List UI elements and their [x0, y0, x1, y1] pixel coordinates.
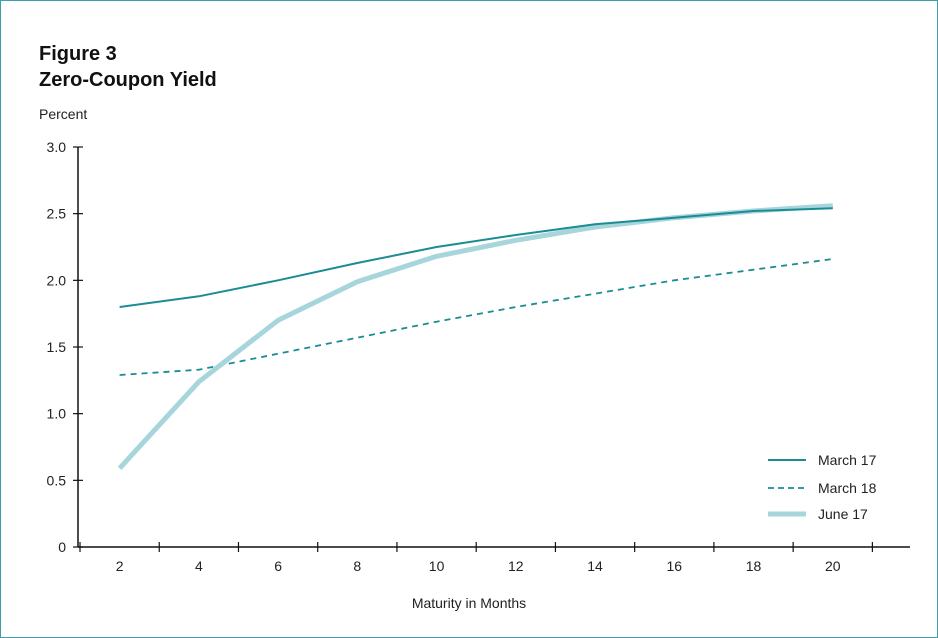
chart-axes: 0 0.5 1.0 1.5 2.0 2.5 3.0 2 4 6 8 10 12 14 16 18 20	[47, 139, 910, 574]
figure-number: Figure 3	[39, 43, 117, 65]
y-tick-label: 0.5	[47, 472, 67, 488]
y-tick-label: 1.5	[47, 339, 67, 355]
chart-title: Zero-Coupon Yield	[39, 69, 217, 91]
x-tick-label: 18	[746, 558, 762, 574]
y-axis-unit-label: Percent	[39, 106, 88, 122]
series-line-june-17	[117, 203, 833, 470]
x-tick-label: 16	[666, 558, 682, 574]
legend-label: March 17	[818, 452, 877, 468]
x-tick-label: 4	[195, 558, 203, 574]
y-tick-label: 2.0	[47, 272, 67, 288]
x-tick-label: 10	[429, 558, 445, 574]
chart-series	[117, 203, 833, 470]
chart-legend: March 17 March 18 June 17	[768, 452, 877, 522]
x-tick-label: 6	[274, 558, 282, 574]
x-tick-label: 2	[116, 558, 124, 574]
y-tick-label: 0	[58, 539, 66, 555]
series-line-march-17	[119, 207, 833, 308]
legend-label: June 17	[818, 506, 868, 522]
legend-label: March 18	[818, 480, 877, 496]
y-tick-label: 1.0	[47, 406, 67, 422]
x-tick-label: 14	[587, 558, 603, 574]
x-tick-label: 12	[508, 558, 524, 574]
y-tick-label: 3.0	[47, 139, 67, 155]
x-tick-label: 8	[353, 558, 361, 574]
y-tick-label: 2.5	[47, 206, 67, 222]
x-tick-label: 20	[825, 558, 841, 574]
x-axis-title: Maturity in Months	[411, 595, 527, 611]
